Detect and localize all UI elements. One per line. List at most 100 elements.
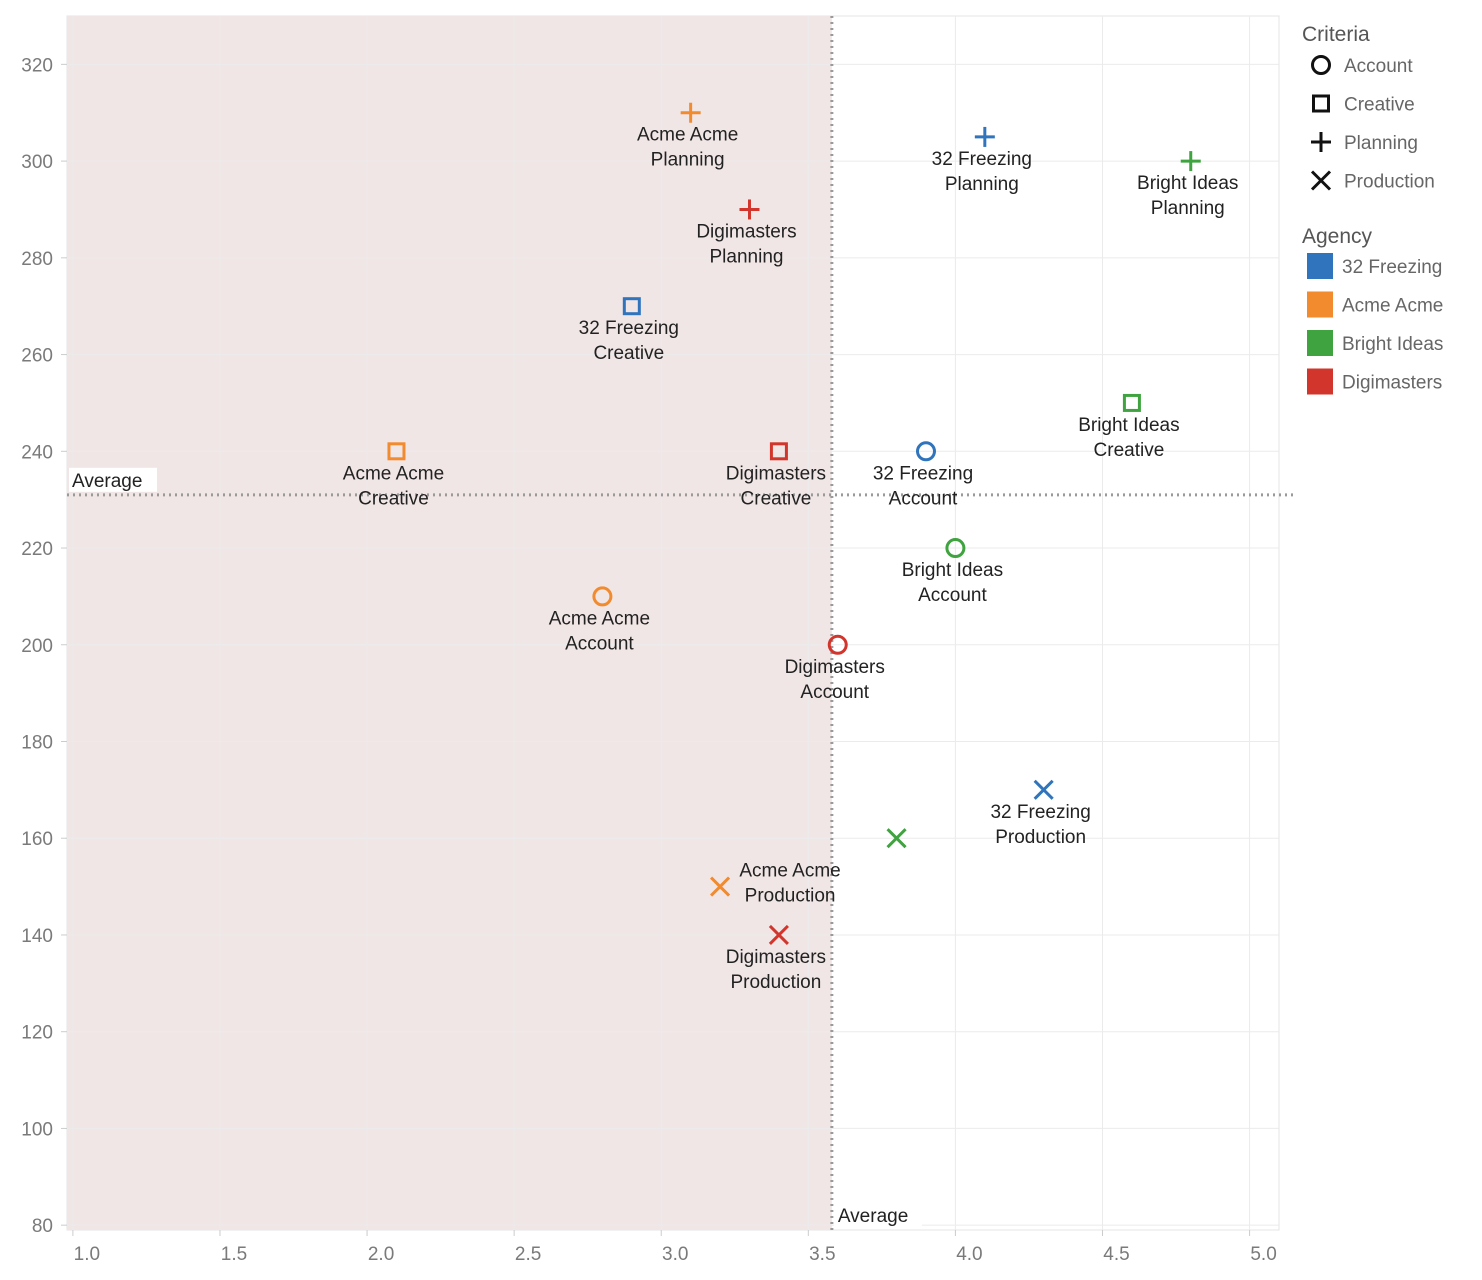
point-label-agency: Digimasters	[696, 221, 796, 242]
point-label-criteria: Creative	[1094, 440, 1165, 461]
y-average-label: Average	[72, 471, 142, 492]
cross-b	[768, 924, 789, 946]
point-digimasters-creative	[769, 442, 788, 461]
average-reference-lines: Average Average	[67, 16, 1295, 1230]
y-tick-label: 240	[21, 442, 53, 463]
y-tick-label: 180	[21, 732, 53, 753]
legend-agency-item: Bright Ideas	[1342, 334, 1443, 355]
point-label-agency: Digimasters	[726, 463, 826, 484]
point-label-criteria: Creative	[741, 488, 812, 509]
legend-criteria-title: Criteria	[1302, 23, 1370, 46]
x-tick-label: 1.5	[221, 1244, 247, 1265]
point-label-criteria: Account	[889, 488, 958, 509]
point-label-criteria: Creative	[593, 343, 664, 364]
cross-b	[1310, 170, 1332, 191]
point-label-agency: Acme Acme	[637, 125, 738, 146]
point-label-agency: Bright Ideas	[902, 560, 1003, 581]
point-digimasters-planning	[739, 199, 760, 220]
point-label-agency: 32 Freezing	[873, 463, 973, 484]
x-tick-label: 2.5	[515, 1244, 541, 1265]
y-tick-label: 120	[21, 1023, 53, 1044]
point-label-agency: 32 Freezing	[990, 802, 1090, 823]
cross-b	[710, 876, 731, 897]
data-points: Acme Acme Planning 32 Freezing Planning Brig…	[343, 102, 1238, 993]
legend-criteria-item: Creative	[1344, 95, 1415, 116]
x-tick-label: 5.0	[1250, 1244, 1276, 1265]
x-average-label: Average	[838, 1206, 908, 1227]
x-tick-label: 2.0	[368, 1244, 394, 1265]
point-label-criteria: Planning	[710, 246, 784, 267]
point-32-freezing-planning	[974, 126, 995, 147]
y-tick-label: 100	[21, 1119, 53, 1140]
point-bright-ideas-planning	[1180, 151, 1201, 172]
point-label-criteria: Account	[565, 633, 634, 654]
point-label-criteria: Planning	[651, 150, 725, 171]
point-label-criteria: Account	[800, 682, 869, 703]
point-label-agency: Acme Acme	[343, 463, 444, 484]
point-acme-acme-account	[592, 586, 613, 607]
legend-swatch-acme-acme	[1307, 291, 1333, 318]
point-bright-ideas-production	[886, 828, 907, 849]
point-acme-acme-planning	[680, 102, 701, 123]
point-label-agency: 32 Freezing	[932, 149, 1032, 170]
point-label-criteria: Production	[995, 827, 1086, 848]
legend-criteria-item: Production	[1344, 172, 1435, 193]
square-marker	[622, 297, 641, 316]
legend-swatch-bright-ideas	[1307, 330, 1333, 356]
legend-agency-title: Agency	[1302, 225, 1373, 248]
point-label-agency: Acme Acme	[549, 608, 650, 629]
point-acme-acme-production	[710, 876, 731, 897]
y-tick-label: 220	[21, 539, 53, 560]
point-32-freezing-account	[915, 441, 936, 462]
point-bright-ideas-account	[945, 538, 966, 559]
point-label-criteria: Planning	[945, 174, 1019, 195]
point-label-criteria: Planning	[1151, 198, 1225, 219]
point-label-agency: Acme Acme	[739, 861, 840, 882]
legend-swatch-32-freezing	[1307, 253, 1333, 279]
legend-swatch-digimasters	[1307, 368, 1333, 395]
x-tick-label: 1.0	[74, 1244, 100, 1265]
y-tick-label: 200	[21, 636, 53, 657]
point-digimasters-production	[768, 924, 789, 946]
y-tick-label: 300	[21, 152, 53, 173]
legend-agency-item: 32 Freezing	[1342, 257, 1442, 278]
grid-lines	[67, 16, 1279, 1230]
circle-marker	[827, 634, 848, 655]
legend-agency-item: Digimasters	[1342, 373, 1442, 394]
legend-criteria-item: Planning	[1344, 133, 1418, 154]
legend: Criteria Account Creative Planning Productio…	[1302, 23, 1443, 395]
x-average-label-bg	[833, 1204, 922, 1228]
square-marker	[1312, 94, 1330, 113]
point-label-agency: Bright Ideas	[1137, 173, 1238, 194]
legend-account-icon	[1311, 55, 1331, 75]
square-marker	[387, 442, 406, 461]
x-tick-label: 3.0	[662, 1244, 688, 1265]
point-label-criteria: Production	[730, 972, 821, 993]
x-tick-label: 3.5	[809, 1244, 835, 1265]
point-label-agency: Digimasters	[785, 657, 885, 678]
below-average-shade	[67, 16, 832, 1230]
legend-planning-icon	[1311, 132, 1331, 152]
axis-ticks: 1.0 1.5 2.0 2.5 3.0 3.5 4.0 4.5 5.0 80 100 120 140 16…	[21, 55, 1276, 1265]
cross-b	[886, 828, 907, 849]
square-marker	[769, 442, 788, 461]
circle-marker	[1311, 55, 1331, 75]
point-bright-ideas-creative	[1122, 393, 1141, 412]
y-average-label-bg	[69, 467, 157, 492]
legend-creative-icon	[1312, 94, 1330, 113]
plot-background	[66, 15, 1280, 1231]
circle-marker	[915, 441, 936, 462]
cross-b	[1033, 779, 1054, 800]
circle-marker	[945, 538, 966, 559]
circle-marker	[592, 586, 613, 607]
point-label-criteria: Account	[918, 585, 987, 606]
point-32-freezing-production	[1033, 779, 1054, 800]
y-tick-label: 80	[32, 1216, 53, 1237]
legend-criteria-item: Account	[1344, 56, 1413, 77]
point-label-criteria: Production	[745, 886, 836, 907]
point-label-agency: Digimasters	[726, 947, 826, 968]
y-tick-label: 280	[21, 249, 53, 270]
point-label-agency: Bright Ideas	[1078, 415, 1179, 436]
y-tick-label: 260	[21, 346, 53, 367]
